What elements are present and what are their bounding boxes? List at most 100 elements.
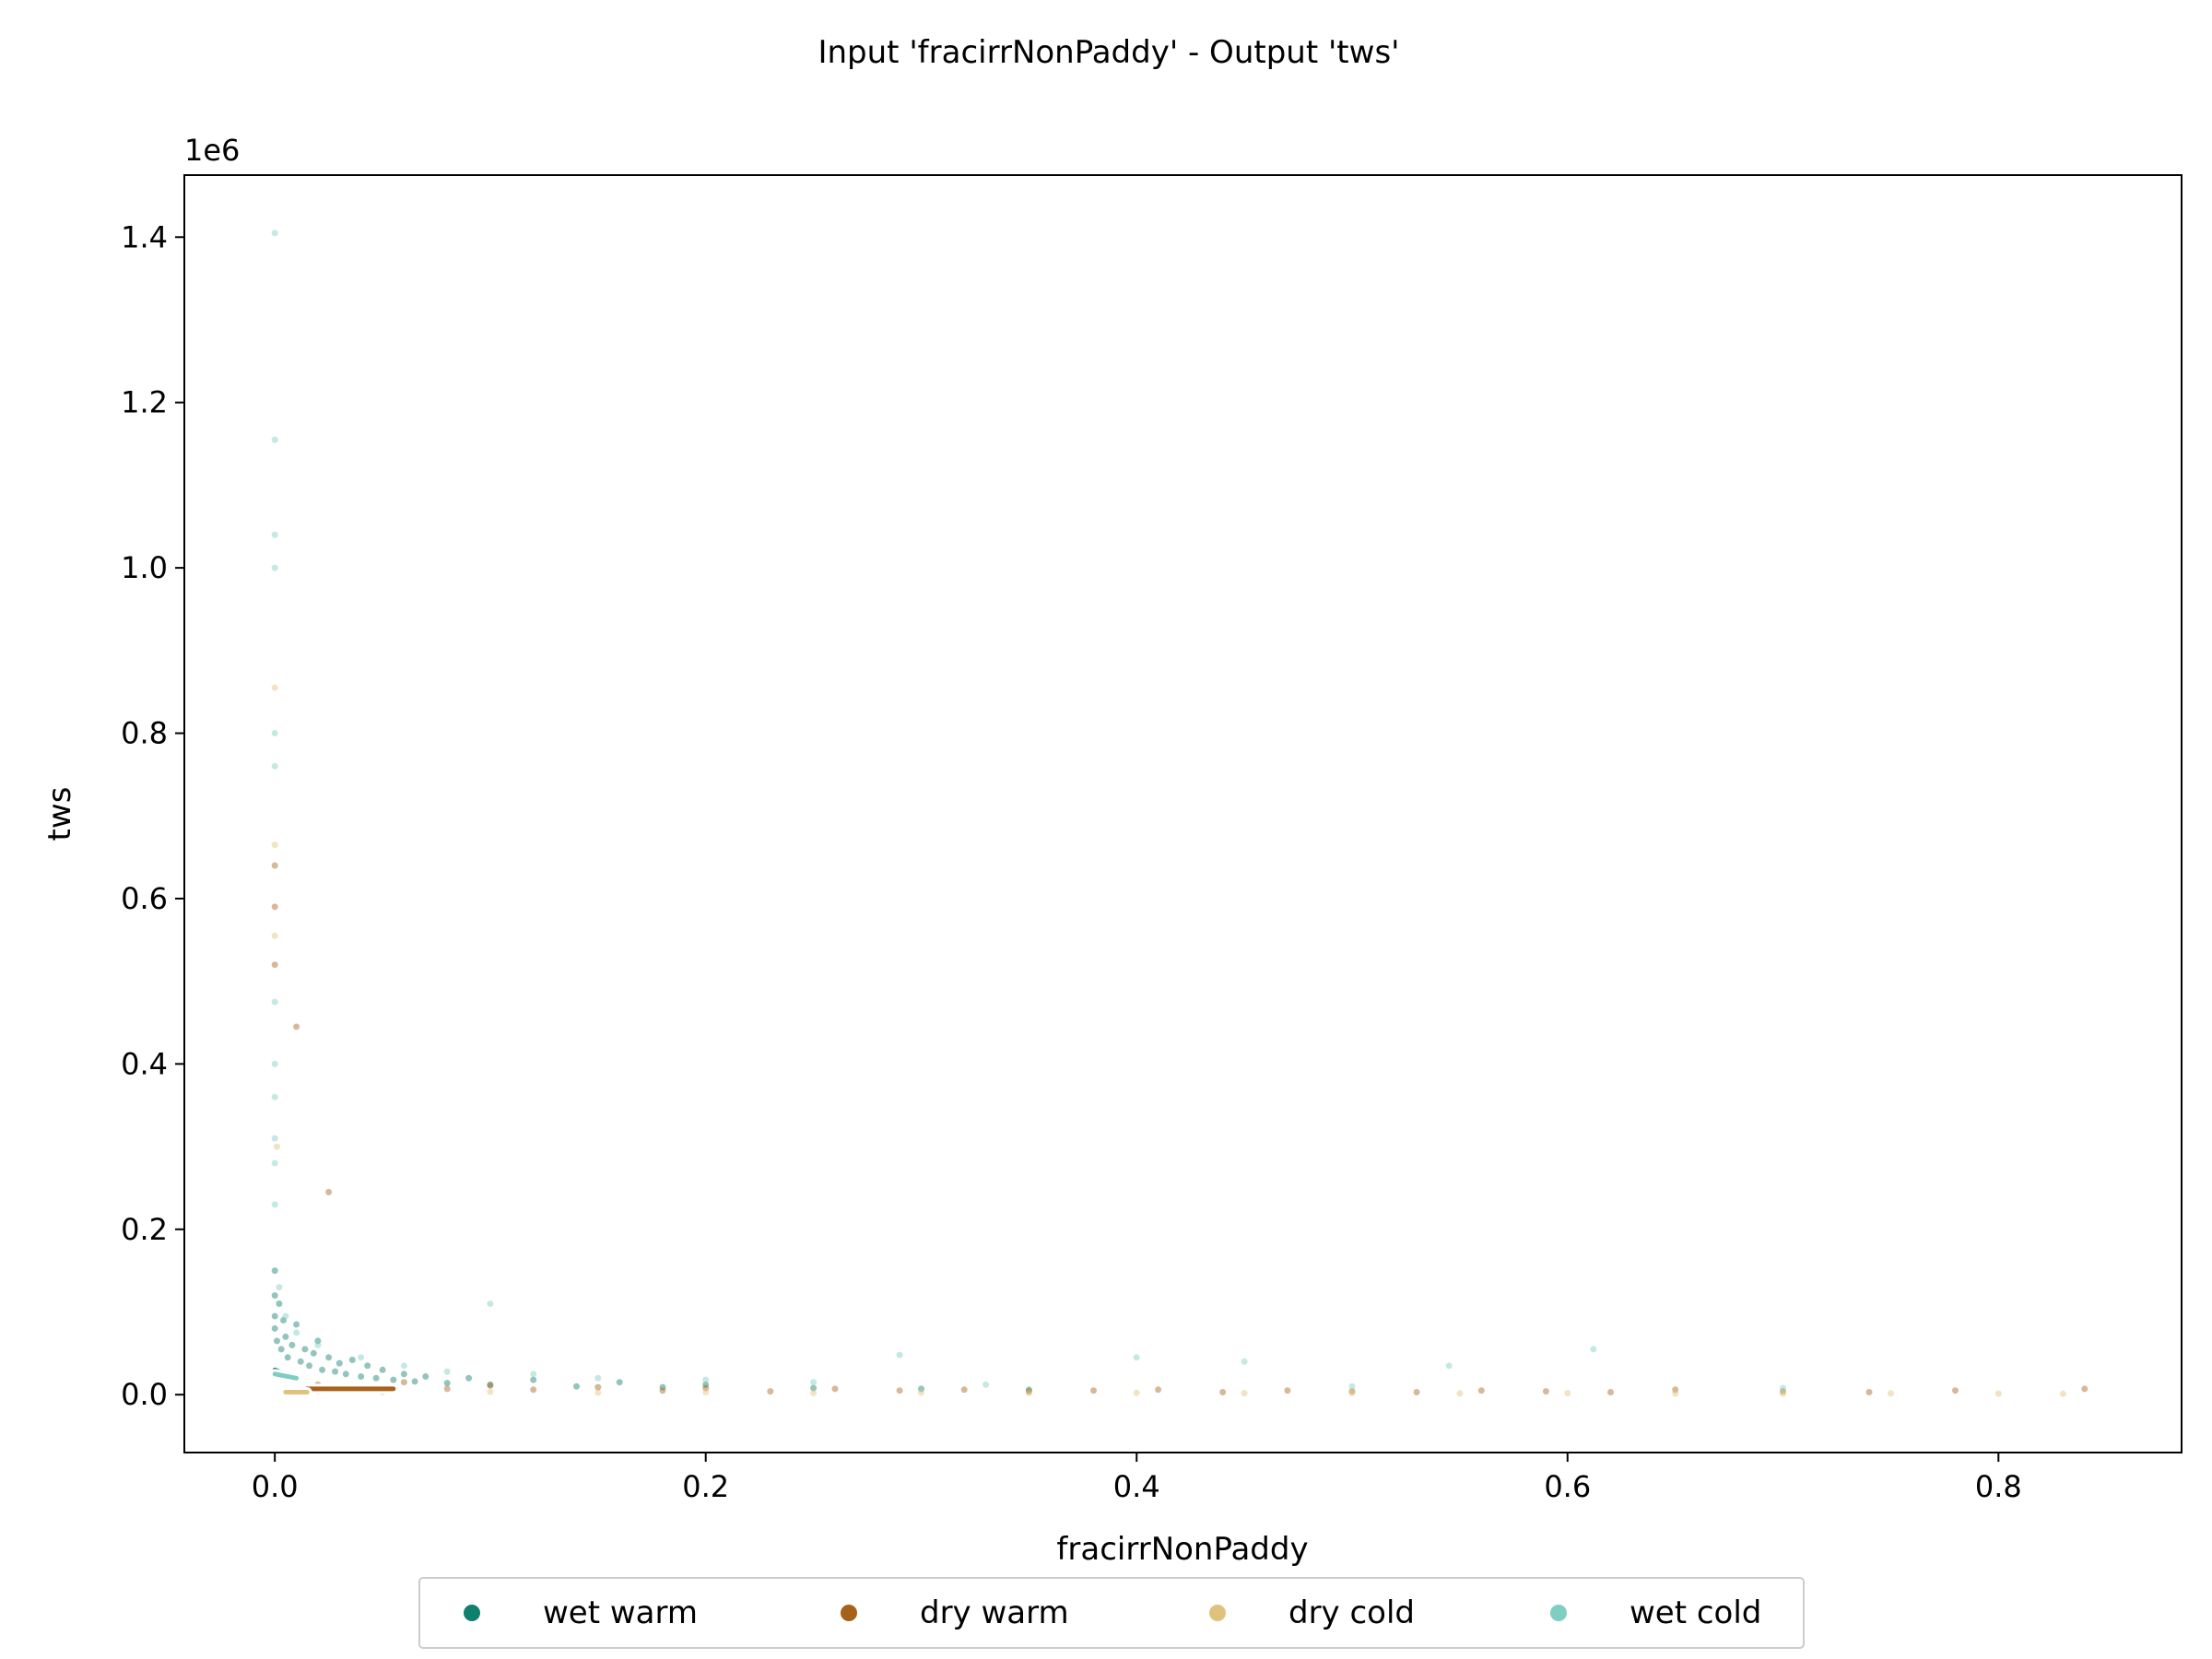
data-point xyxy=(1155,1386,1162,1394)
data-point xyxy=(379,1366,386,1373)
data-point xyxy=(530,1376,537,1383)
y-tick-label: 1.0 xyxy=(121,550,168,585)
data-point xyxy=(1025,1389,1032,1396)
data-point xyxy=(443,1385,451,1393)
data-point xyxy=(271,1312,278,1320)
data-point xyxy=(372,1374,380,1382)
trend-line xyxy=(272,1371,300,1381)
data-point xyxy=(271,1324,278,1332)
y-axis-label: tws xyxy=(41,787,78,841)
x-axis-label: fracirrNonPaddy xyxy=(1056,1531,1308,1568)
data-point xyxy=(400,1379,407,1386)
data-point xyxy=(573,1382,580,1390)
data-point xyxy=(364,1362,371,1370)
data-point xyxy=(314,1337,322,1345)
data-point xyxy=(271,998,278,1006)
legend: wet warm dry warm dry cold wet cold xyxy=(464,1594,1761,1631)
data-point xyxy=(1025,1386,1032,1394)
data-point xyxy=(465,1374,473,1382)
data-point xyxy=(659,1387,666,1394)
data-point xyxy=(810,1384,818,1392)
data-point xyxy=(310,1349,317,1357)
data-point xyxy=(487,1300,494,1307)
data-point xyxy=(2059,1390,2066,1397)
plot-frame xyxy=(183,174,2183,1453)
data-point xyxy=(2081,1385,2088,1393)
data-point xyxy=(1348,1389,1356,1396)
data-point xyxy=(831,1385,839,1393)
data-point xyxy=(271,730,278,736)
data-point xyxy=(1133,1389,1140,1396)
data-point xyxy=(280,1317,287,1324)
data-point xyxy=(271,762,278,770)
data-point xyxy=(271,961,278,969)
data-point xyxy=(1780,1384,1786,1392)
data-point xyxy=(702,1381,710,1388)
legend-marker xyxy=(1209,1605,1226,1621)
y-offset-label: 1e6 xyxy=(184,133,240,168)
data-point xyxy=(325,1188,333,1195)
legend-label: wet warm xyxy=(543,1594,698,1631)
data-point xyxy=(358,1354,365,1361)
data-point xyxy=(702,1384,710,1392)
data-point xyxy=(594,1389,602,1396)
data-point xyxy=(271,862,278,869)
data-point xyxy=(342,1371,349,1378)
data-point xyxy=(297,1358,304,1365)
data-point xyxy=(390,1376,397,1383)
x-axis: 0.0 0.2 0.4 0.6 0.8 xyxy=(252,1453,2022,1504)
y-tick-label: 0.4 xyxy=(121,1046,168,1081)
data-point xyxy=(271,531,278,538)
data-point xyxy=(1564,1390,1571,1397)
data-point xyxy=(1445,1362,1453,1370)
y-tick-label: 1.4 xyxy=(121,219,168,254)
y-tick-label: 1.2 xyxy=(121,385,168,420)
data-point xyxy=(1477,1387,1485,1394)
legend-box xyxy=(418,1577,1805,1649)
data-point xyxy=(335,1359,343,1367)
data-point xyxy=(702,1376,710,1383)
data-point xyxy=(1865,1389,1873,1395)
data-point xyxy=(1025,1388,1032,1395)
data-point xyxy=(276,1300,283,1307)
data-point xyxy=(1241,1390,1248,1397)
data-point xyxy=(530,1371,537,1378)
data-point xyxy=(274,1143,280,1150)
data-point xyxy=(960,1386,968,1394)
data-point xyxy=(767,1388,774,1395)
data-point xyxy=(443,1368,451,1375)
data-point xyxy=(422,1373,429,1380)
y-tick-label: 0.6 xyxy=(121,881,168,916)
data-point xyxy=(306,1362,313,1370)
data-point xyxy=(487,1388,494,1395)
data-point xyxy=(896,1351,903,1359)
data-point xyxy=(271,564,278,571)
data-point xyxy=(358,1373,365,1380)
data-point xyxy=(1994,1390,2002,1397)
data-point xyxy=(487,1382,494,1389)
data-point xyxy=(274,1337,280,1345)
data-point xyxy=(1607,1389,1614,1395)
data-point xyxy=(1456,1390,1464,1397)
data-point xyxy=(293,1023,300,1030)
data-point xyxy=(293,1329,300,1336)
data-point xyxy=(271,1060,278,1067)
data-point xyxy=(1284,1387,1291,1394)
data-point xyxy=(918,1385,924,1393)
data-point xyxy=(530,1386,537,1394)
data-point xyxy=(325,1354,333,1361)
data-point xyxy=(702,1389,710,1395)
y-tick-label: 0.2 xyxy=(121,1212,168,1247)
y-tick-label: 0.0 xyxy=(121,1377,168,1412)
x-tick-label: 0.4 xyxy=(1113,1469,1160,1504)
legend-marker xyxy=(1550,1605,1567,1621)
data-point xyxy=(594,1383,602,1391)
data-point xyxy=(271,932,278,939)
legend-marker xyxy=(464,1605,480,1621)
data-point xyxy=(1348,1382,1356,1390)
data-point xyxy=(400,1371,407,1378)
data-point xyxy=(896,1387,903,1394)
legend-marker xyxy=(841,1605,857,1621)
data-point xyxy=(293,1321,300,1328)
y-tick-label: 0.8 xyxy=(121,716,168,751)
